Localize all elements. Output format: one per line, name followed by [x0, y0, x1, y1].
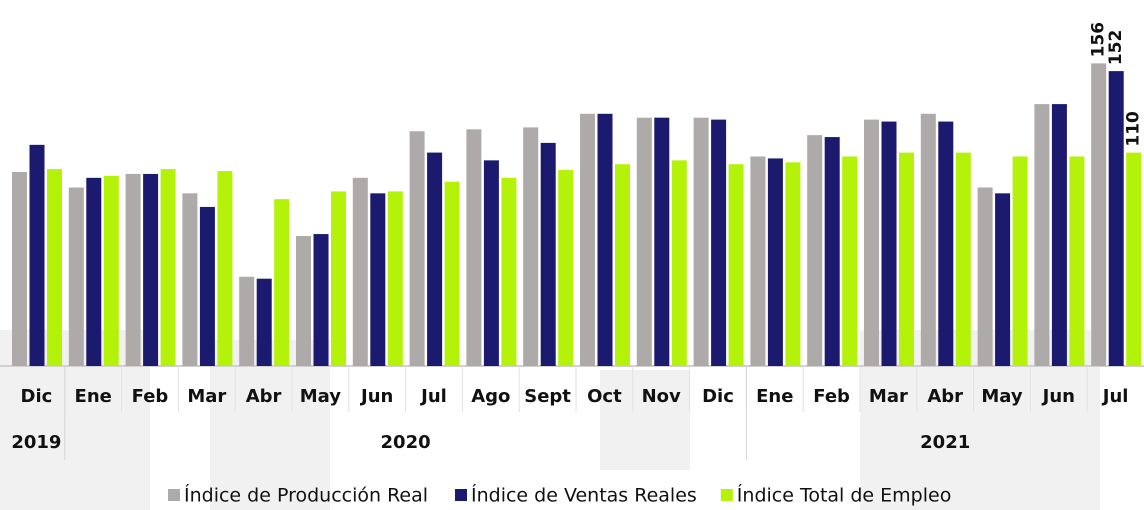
bar — [29, 144, 45, 366]
bar — [1126, 152, 1142, 366]
legend-swatch — [455, 489, 467, 501]
bar — [331, 191, 346, 366]
bar — [1051, 104, 1067, 366]
year-label: 2020 — [381, 432, 431, 453]
bar — [1091, 63, 1107, 367]
bar — [444, 181, 460, 366]
bar — [977, 187, 993, 366]
bar — [313, 234, 329, 366]
bar — [615, 164, 630, 366]
bar — [199, 206, 215, 366]
x-tick-label: May — [300, 386, 342, 407]
bar — [671, 160, 687, 366]
bar — [501, 177, 517, 366]
x-tick-label: Jul — [419, 386, 447, 407]
bar — [654, 117, 670, 367]
legend-label: Índice de Ventas Reales — [471, 484, 697, 507]
value-label: 110 — [1124, 111, 1144, 147]
x-tick-label: Oct — [587, 386, 622, 407]
x-tick-label: May — [981, 386, 1023, 407]
bar — [1069, 156, 1085, 366]
x-tick-label: Jul — [1101, 386, 1129, 407]
bar — [881, 121, 897, 366]
x-tick-label: Dic — [702, 386, 734, 407]
bar — [483, 160, 499, 366]
bar — [693, 117, 709, 367]
bar — [899, 152, 914, 366]
x-tick-label: Abr — [246, 386, 282, 407]
bar — [824, 137, 840, 366]
bar — [938, 121, 954, 366]
bar — [68, 187, 84, 366]
bar — [580, 113, 595, 366]
bar — [636, 117, 652, 367]
x-tick-label: Dic — [21, 386, 53, 407]
bar — [47, 169, 62, 366]
bar — [466, 129, 482, 366]
bar — [807, 135, 823, 366]
legend-label: Índice Total de Empleo — [737, 484, 952, 507]
bar — [217, 171, 233, 366]
bar — [427, 152, 443, 366]
bar — [711, 119, 727, 367]
x-tick-label: Abr — [927, 386, 963, 407]
x-tick-label: Sept — [524, 386, 571, 407]
year-label: 2021 — [920, 432, 970, 453]
bar — [523, 127, 539, 366]
bar — [540, 142, 556, 366]
bar — [1108, 71, 1124, 367]
bar — [767, 158, 783, 366]
value-label: 152 — [1106, 30, 1126, 66]
bar — [86, 177, 102, 366]
bar — [274, 199, 290, 366]
bar — [387, 191, 403, 366]
legend-swatch — [168, 489, 180, 501]
x-tick-label: Feb — [132, 386, 169, 407]
x-tick-label: Jun — [359, 386, 393, 407]
x-tick-label: Feb — [813, 386, 850, 407]
x-tick-label: Ago — [471, 386, 510, 407]
bar — [558, 170, 574, 366]
value-label: 156 — [1089, 22, 1109, 58]
x-tick-label: Jun — [1041, 386, 1075, 407]
legend-label: Índice de Producción Real — [184, 484, 428, 507]
x-tick-label: Nov — [642, 386, 681, 407]
bar — [750, 156, 766, 366]
bar — [728, 164, 744, 366]
bar — [1012, 156, 1028, 366]
bar — [409, 131, 425, 366]
bar — [160, 169, 176, 366]
x-tick-label: Ene — [75, 386, 112, 407]
bar — [597, 113, 613, 366]
bar — [995, 193, 1011, 366]
bar — [239, 276, 255, 366]
bar — [920, 113, 936, 366]
x-tick-label: Ene — [756, 386, 793, 407]
legend-swatch — [720, 489, 733, 501]
bar — [256, 278, 272, 366]
bar — [864, 119, 879, 367]
bar — [143, 173, 159, 366]
bar — [1034, 104, 1050, 366]
x-tick-label: Mar — [869, 386, 908, 407]
bar — [955, 152, 971, 366]
bar — [785, 162, 801, 366]
bar — [296, 236, 311, 366]
x-tick-label: Mar — [187, 386, 226, 407]
bar — [12, 172, 27, 366]
bar — [125, 173, 141, 366]
bar — [182, 193, 198, 366]
bar — [370, 193, 386, 366]
bar — [103, 175, 119, 366]
year-label: 2019 — [11, 432, 61, 453]
bar — [842, 156, 858, 366]
bar — [352, 177, 368, 366]
